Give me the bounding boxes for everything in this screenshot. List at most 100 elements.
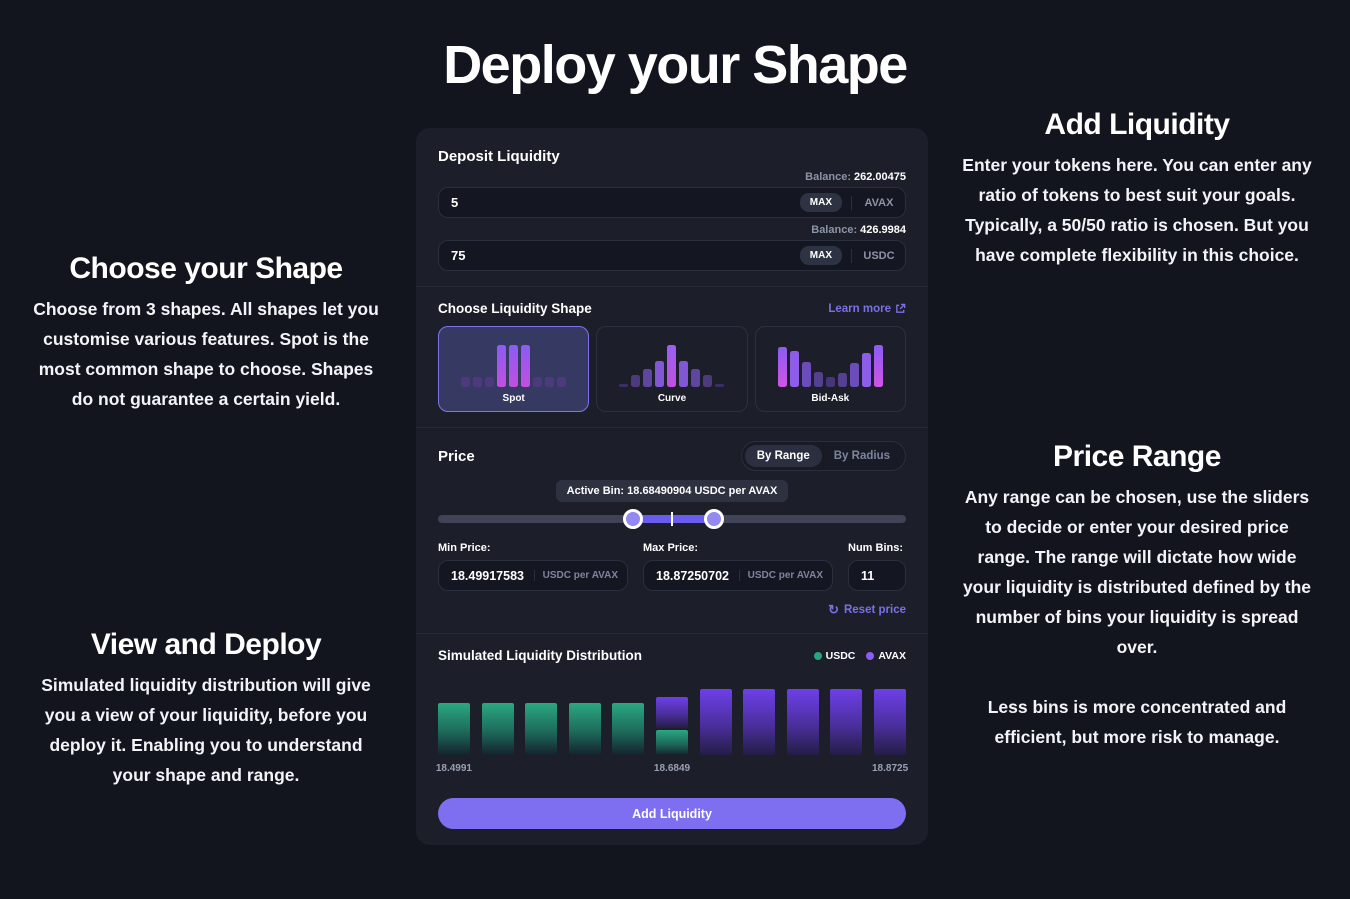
- info-view-and-deploy-body: Simulated liquidity distribution will gi…: [41, 675, 371, 785]
- min-price-label: Min Price:: [438, 542, 491, 554]
- info-add-liquidity: Add Liquidity Enter your tokens here. Yo…: [957, 108, 1317, 270]
- info-add-liquidity-title: Add Liquidity: [1044, 108, 1230, 141]
- spot-shape-chart: [461, 343, 567, 387]
- shape-mini-bar: [777, 347, 787, 387]
- price-range-slider[interactable]: [438, 509, 906, 529]
- info-choose-your-shape-body: Choose from 3 shapes. All shapes let you…: [33, 299, 379, 409]
- avax-balance-label: Balance:: [805, 171, 851, 183]
- learn-more-label: Learn more: [828, 302, 891, 315]
- page-title: Deploy your Shape: [443, 35, 908, 95]
- legend-avax: AVAX: [866, 650, 906, 662]
- shape-mini-bar: [509, 345, 519, 387]
- bidask-shape-chart: [777, 343, 883, 387]
- active-bin-tooltip: Active Bin: 18.68490904 USDC per AVAX: [555, 480, 789, 502]
- spot-shape-label: Spot: [502, 393, 525, 404]
- active-bin-tick: [671, 512, 674, 526]
- max-price-label: Max Price:: [643, 542, 699, 554]
- x-tick-max: 18.8725: [872, 763, 909, 774]
- shape-mini-bar: [521, 345, 531, 387]
- shape-option-bidask[interactable]: Bid-Ask: [754, 326, 906, 412]
- num-bins-field: Num Bins:: [848, 542, 906, 591]
- divider: [851, 195, 852, 210]
- toggle-by-range[interactable]: By Range: [744, 445, 822, 467]
- shape-mini-bar: [715, 384, 725, 387]
- divider: [416, 427, 928, 428]
- reset-icon[interactable]: ↻: [828, 602, 839, 617]
- shape-mini-bar: [691, 369, 701, 387]
- usdc-max-button[interactable]: MAX: [799, 246, 842, 265]
- toggle-by-radius[interactable]: By Radius: [833, 450, 890, 462]
- choose-shape-title: Choose Liquidity Shape: [438, 301, 592, 316]
- shape-options: Spot Curve Bid-Ask: [438, 326, 906, 412]
- distribution-bar: [830, 689, 863, 755]
- reset-price-label[interactable]: Reset price: [843, 604, 906, 616]
- distribution-bar: [873, 689, 906, 755]
- add-liquidity-button[interactable]: Add Liquidity: [438, 798, 906, 829]
- price-mode-toggle: By Range By Radius: [740, 441, 906, 471]
- distribution-legend: USDC AVAX: [813, 650, 906, 662]
- x-tick-min: 18.4991: [435, 763, 472, 774]
- avax-token-label: AVAX: [864, 196, 894, 209]
- info-view-and-deploy: View and Deploy Simulated liquidity dist…: [30, 628, 382, 790]
- liquidity-distribution-chart: [438, 689, 906, 755]
- usdc-legend-dot: [813, 651, 822, 660]
- curve-shape-chart: [619, 343, 725, 387]
- info-view-and-deploy-title: View and Deploy: [90, 628, 322, 661]
- slider-max-handle[interactable]: [703, 509, 724, 529]
- avax-balance-value: 262.00475: [854, 171, 906, 183]
- usdc-amount-input[interactable]: [451, 248, 800, 263]
- distribution-bar: [786, 689, 819, 755]
- shape-mini-bar: [825, 377, 835, 387]
- info-price-range: Price Range Any range can be chosen, use…: [957, 440, 1317, 752]
- max-price-unit: USDC per AVAX: [738, 570, 823, 581]
- learn-more-link[interactable]: Learn more: [828, 303, 906, 315]
- divider: [851, 248, 852, 263]
- usdc-segment: [481, 703, 514, 755]
- usdc-balance: Balance: 426.9984: [438, 224, 906, 236]
- num-bins-input[interactable]: [861, 568, 896, 583]
- avax-amount-row: MAX AVAX: [438, 187, 906, 218]
- usdc-segment: [568, 703, 601, 755]
- shape-mini-bar: [667, 345, 677, 387]
- shape-mini-bar: [703, 375, 713, 387]
- shape-mini-bar: [485, 377, 495, 387]
- info-add-liquidity-body: Enter your tokens here. You can enter an…: [962, 155, 1312, 265]
- avax-segment: [743, 689, 776, 755]
- min-price-input[interactable]: [451, 568, 534, 583]
- slider-min-handle[interactable]: [623, 509, 644, 529]
- max-price-field: Max Price: USDC per AVAX: [643, 542, 833, 591]
- max-price-input[interactable]: [656, 568, 739, 583]
- shape-mini-bar: [461, 377, 471, 387]
- distribution-bar: [481, 689, 514, 755]
- shape-option-spot[interactable]: Spot: [438, 326, 590, 412]
- usdc-segment: [655, 730, 688, 755]
- distribution-bar: [438, 689, 470, 755]
- distribution-title: Simulated Liquidity Distribution: [438, 648, 642, 663]
- avax-amount-input[interactable]: [451, 195, 800, 210]
- shape-mini-bar: [813, 372, 823, 387]
- avax-max-button[interactable]: MAX: [799, 193, 842, 212]
- shape-mini-bar: [873, 345, 883, 387]
- shape-mini-bar: [473, 377, 483, 387]
- shape-mini-bar: [631, 375, 641, 387]
- info-price-range-body-1: Any range can be chosen, use the sliders…: [962, 487, 1312, 657]
- usdc-balance-label: Balance:: [811, 224, 858, 236]
- bidask-shape-label: Bid-Ask: [811, 393, 850, 404]
- avax-segment: [873, 689, 906, 755]
- info-choose-your-shape: Choose your Shape Choose from 3 shapes. …: [30, 252, 382, 414]
- shape-option-curve[interactable]: Curve: [596, 326, 748, 412]
- num-bins-label: Num Bins:: [848, 542, 903, 554]
- usdc-balance-value: 426.9984: [860, 224, 906, 236]
- shape-mini-bar: [557, 377, 567, 387]
- shape-mini-bar: [619, 384, 629, 387]
- shape-mini-bar: [849, 363, 859, 387]
- avax-balance: Balance: 262.00475: [438, 171, 906, 183]
- distribution-bar: [525, 689, 558, 755]
- distribution-bar: [699, 689, 732, 755]
- legend-usdc: USDC: [813, 650, 855, 662]
- deposit-title: Deposit Liquidity: [438, 148, 560, 165]
- avax-segment: [699, 689, 732, 755]
- distribution-bar: [612, 689, 645, 755]
- usdc-segment: [438, 703, 470, 755]
- usdc-segment: [612, 703, 645, 755]
